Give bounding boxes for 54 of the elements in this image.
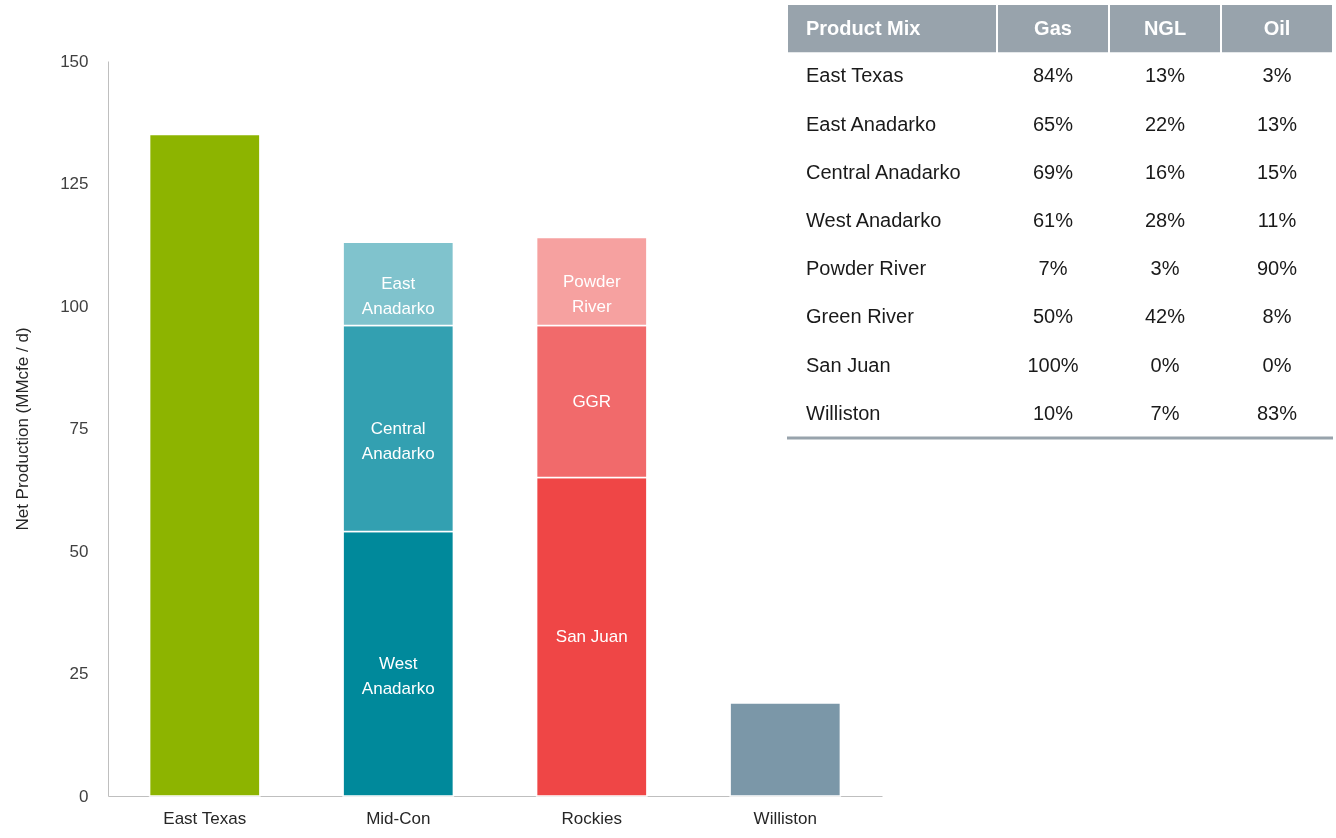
x-tick-label: Oil <box>1263 16 1291 39</box>
data-label: 16% <box>1144 160 1186 183</box>
series-label: East Anadarko <box>361 273 435 318</box>
data-label: 0% <box>1262 353 1292 376</box>
y-tick-label: 150 <box>60 51 89 71</box>
series-label: GGR <box>572 391 612 411</box>
data-label: 22% <box>1144 112 1186 135</box>
x-tick-label: Rockies <box>561 808 622 828</box>
y-tick-label: Central Anadarko <box>806 160 961 183</box>
y-tick-label: 50 <box>69 541 89 561</box>
data-label: 3% <box>1150 257 1180 280</box>
y-tick-label: Powder River <box>806 257 927 280</box>
data-label: 10% <box>1032 401 1074 424</box>
x-tick-label: Williston <box>753 808 817 828</box>
data-label: 13% <box>1256 112 1298 135</box>
y-tick-label: 75 <box>69 419 89 438</box>
data-label: 0% <box>1150 353 1180 376</box>
y-tick-label: West Anadarko <box>806 209 942 231</box>
x-tick-label: East Texas <box>163 808 247 828</box>
x-tick-label: Mid-Con <box>366 808 431 828</box>
y-tick-label: Williston <box>806 401 881 424</box>
data-label: 84% <box>1032 64 1074 87</box>
data-label: 15% <box>1256 160 1298 183</box>
y-axis-title: Product Mix <box>806 16 921 39</box>
data-label: 50% <box>1032 305 1074 328</box>
data-label: 42% <box>1144 305 1186 328</box>
data-label: 69% <box>1032 160 1074 183</box>
data-label: 90% <box>1256 257 1298 280</box>
y-axis-title: Net Production (MMcfe / d) <box>13 327 33 531</box>
data-label: 7% <box>1038 257 1068 280</box>
y-tick-label: 125 <box>60 174 89 193</box>
data-label: 13% <box>1144 64 1186 87</box>
data-label: 61% <box>1032 209 1074 231</box>
x-tick-label: NGL <box>1143 16 1187 39</box>
y-tick-label: 25 <box>69 664 89 683</box>
y-tick-label: San Juan <box>806 353 891 376</box>
y-tick-label: Green River <box>806 305 915 328</box>
series-label: San Juan <box>555 626 628 646</box>
y-tick-label: 0 <box>79 786 89 806</box>
data-label: 65% <box>1032 112 1074 135</box>
y-tick-label: East Texas <box>806 64 904 87</box>
data-label: 28% <box>1144 209 1186 231</box>
series-label: Powder River <box>562 271 621 316</box>
data-label: 11% <box>1257 209 1297 231</box>
data-label: 3% <box>1262 64 1292 87</box>
data-label: 83% <box>1256 401 1298 424</box>
y-tick-label: 100 <box>60 296 89 316</box>
y-tick-label: East Anadarko <box>806 112 937 135</box>
data-label: 8% <box>1262 305 1292 328</box>
data-label: 100% <box>1027 353 1079 376</box>
x-tick-label: Gas <box>1034 16 1072 39</box>
series-label: West Anadarko <box>361 653 435 698</box>
data-label: 7% <box>1150 401 1180 424</box>
series-label: Central Anadarko <box>361 418 435 463</box>
